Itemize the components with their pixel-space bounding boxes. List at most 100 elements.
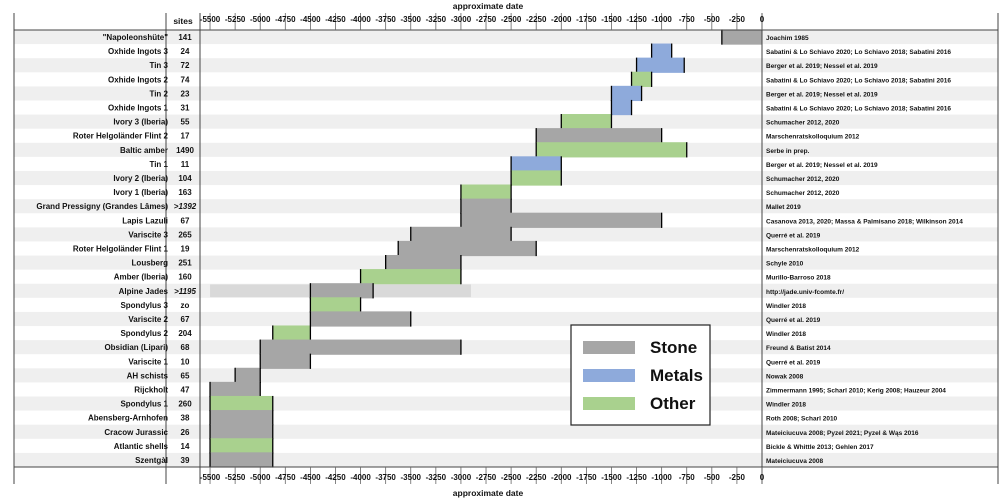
tick-label-bottom: -5500	[200, 473, 221, 482]
row-label: "Napoleonshüte"	[103, 33, 169, 42]
reference-text: Serbe in prep.	[766, 148, 810, 155]
row-text: "Napoleonshüte" 141 Joachim 1985 Oxhide Ing…	[36, 33, 963, 465]
sites-value: 47	[181, 385, 190, 394]
reference-text: Casanova 2013, 2020; Massa & Palmisano 2…	[766, 218, 963, 225]
sites-value: 17	[181, 132, 190, 141]
row-label: Tin 1	[149, 160, 168, 169]
tick-label-bottom: -2500	[501, 473, 522, 482]
reference-text: Querré et al. 2019	[766, 359, 821, 366]
tick-label-top: -5000	[250, 15, 271, 24]
reference-text: Sabatini & Lo Schiavo 2020; Lo Schiavo 2…	[766, 77, 951, 84]
sites-value: 72	[181, 61, 190, 70]
tick-label-top: -3250	[426, 15, 447, 24]
row-label: Roter Helgoländer Flint 1	[73, 245, 169, 254]
row-label: Oxhide Ingots 3	[108, 47, 169, 56]
sites-column-header: sites	[173, 16, 193, 26]
reference-text: Nowak 2008	[766, 373, 804, 380]
bar-stone	[536, 128, 662, 144]
row-label: Ivory 1 (Iberia)	[113, 188, 168, 197]
row-label: Spondylus 1	[120, 400, 168, 409]
row-band	[14, 86, 998, 101]
reference-text: Sabatini & Lo Schiavo 2020; Lo Schiavo 2…	[766, 49, 951, 56]
reference-text: Marschenratskolloquium 2012	[766, 134, 860, 141]
bar-other	[561, 114, 612, 130]
tick-label-top: -250	[729, 15, 746, 24]
sites-value: 31	[181, 104, 190, 113]
row-label: Baltic amber	[120, 146, 168, 155]
tick-label-top: -4500	[300, 15, 321, 24]
row-label: Spondylus 2	[120, 329, 168, 338]
row-band	[14, 142, 998, 157]
sites-value: 141	[178, 33, 192, 42]
bar-metals	[651, 43, 672, 59]
bar-stone	[721, 29, 762, 45]
sites-value: 39	[181, 456, 190, 465]
row-label: Variscite 3	[128, 230, 168, 239]
sites-value: 68	[181, 343, 190, 352]
reference-text: Berger et al. 2019; Nessel et al. 2019	[766, 63, 878, 70]
reference-text: Joachim 1985	[766, 35, 809, 42]
bar-other	[310, 297, 361, 313]
bar-other	[631, 71, 652, 87]
bar-stone	[310, 311, 411, 327]
x-axis-label-bottom: approximate date	[453, 488, 524, 498]
legend-swatch-metals	[583, 369, 635, 382]
tick-label-bottom: -3250	[426, 473, 447, 482]
legend-label-stone: Stone	[650, 338, 697, 357]
tick-label-bottom: -3000	[451, 473, 472, 482]
reference-text: Schyle 2010	[766, 261, 804, 268]
tick-label-bottom: -4250	[325, 473, 346, 482]
tick-label-top: -1500	[601, 15, 622, 24]
tick-label-top: -1250	[626, 15, 647, 24]
row-label: Abensberg-Arnhofen	[88, 414, 168, 423]
row-label: AH schists	[127, 371, 169, 380]
reference-text: Schumacher 2012, 2020	[766, 120, 840, 127]
bar-stone	[210, 410, 273, 426]
tick-label-top: 0	[760, 15, 765, 24]
tick-label-bottom: -2750	[476, 473, 497, 482]
bar-other	[210, 438, 273, 454]
row-band	[14, 58, 998, 73]
row-label: Variscite 1	[128, 357, 168, 366]
row-label: Rijckholt	[134, 385, 168, 394]
bar-stone	[210, 381, 261, 398]
legend-label-metals: Metals	[650, 366, 703, 385]
reference-text: Mateiciucuva 2008; Pyzel 2021; Pyzel & W…	[766, 430, 919, 437]
row-label: Ivory 3 (Iberia)	[113, 118, 168, 127]
sites-value: 10	[181, 357, 190, 366]
legend-swatch-stone	[583, 341, 635, 354]
tick-label-top: -3750	[375, 15, 396, 24]
sites-value: 163	[178, 188, 192, 197]
bar-metals	[611, 99, 632, 116]
tick-label-bottom: -1000	[651, 473, 672, 482]
bar-stone	[260, 339, 461, 355]
tick-label-top: -750	[679, 15, 696, 24]
bar-stone	[398, 240, 537, 257]
sites-value: 23	[181, 89, 190, 98]
reference-text: http://jade.univ-fcomte.fr/	[766, 289, 844, 296]
bar-other	[272, 325, 311, 341]
legend-label-other: Other	[650, 394, 696, 413]
tick-label-top: -2000	[551, 15, 572, 24]
sites-value: 24	[181, 47, 190, 56]
reference-text: Berger et al. 2019; Nessel et al. 2019	[766, 91, 878, 98]
bar-metals	[611, 85, 642, 102]
tick-label-bottom: -5250	[225, 473, 246, 482]
row-label: Spondylus 3	[120, 301, 168, 310]
bar-stone	[460, 212, 662, 228]
reference-text: Windler 2018	[766, 402, 806, 409]
bar-other	[210, 395, 273, 412]
bar-stone	[410, 226, 512, 243]
tick-label-bottom: -3500	[401, 473, 422, 482]
tick-label-bottom: -5000	[250, 473, 271, 482]
sites-value: 1490	[176, 146, 194, 155]
reference-text: Schumacher 2012, 2020	[766, 176, 840, 183]
sites-value: zo	[181, 301, 190, 310]
tick-label-bottom: -1750	[576, 473, 597, 482]
row-label: Cracow Jurassic	[104, 428, 168, 437]
reference-text: Sabatini & Lo Schiavo 2020; Lo Schiavo 2…	[766, 106, 951, 113]
tick-label-bottom: -4000	[350, 473, 371, 482]
tick-label-bottom: 0	[760, 473, 765, 482]
sites-value: 14	[181, 442, 190, 451]
